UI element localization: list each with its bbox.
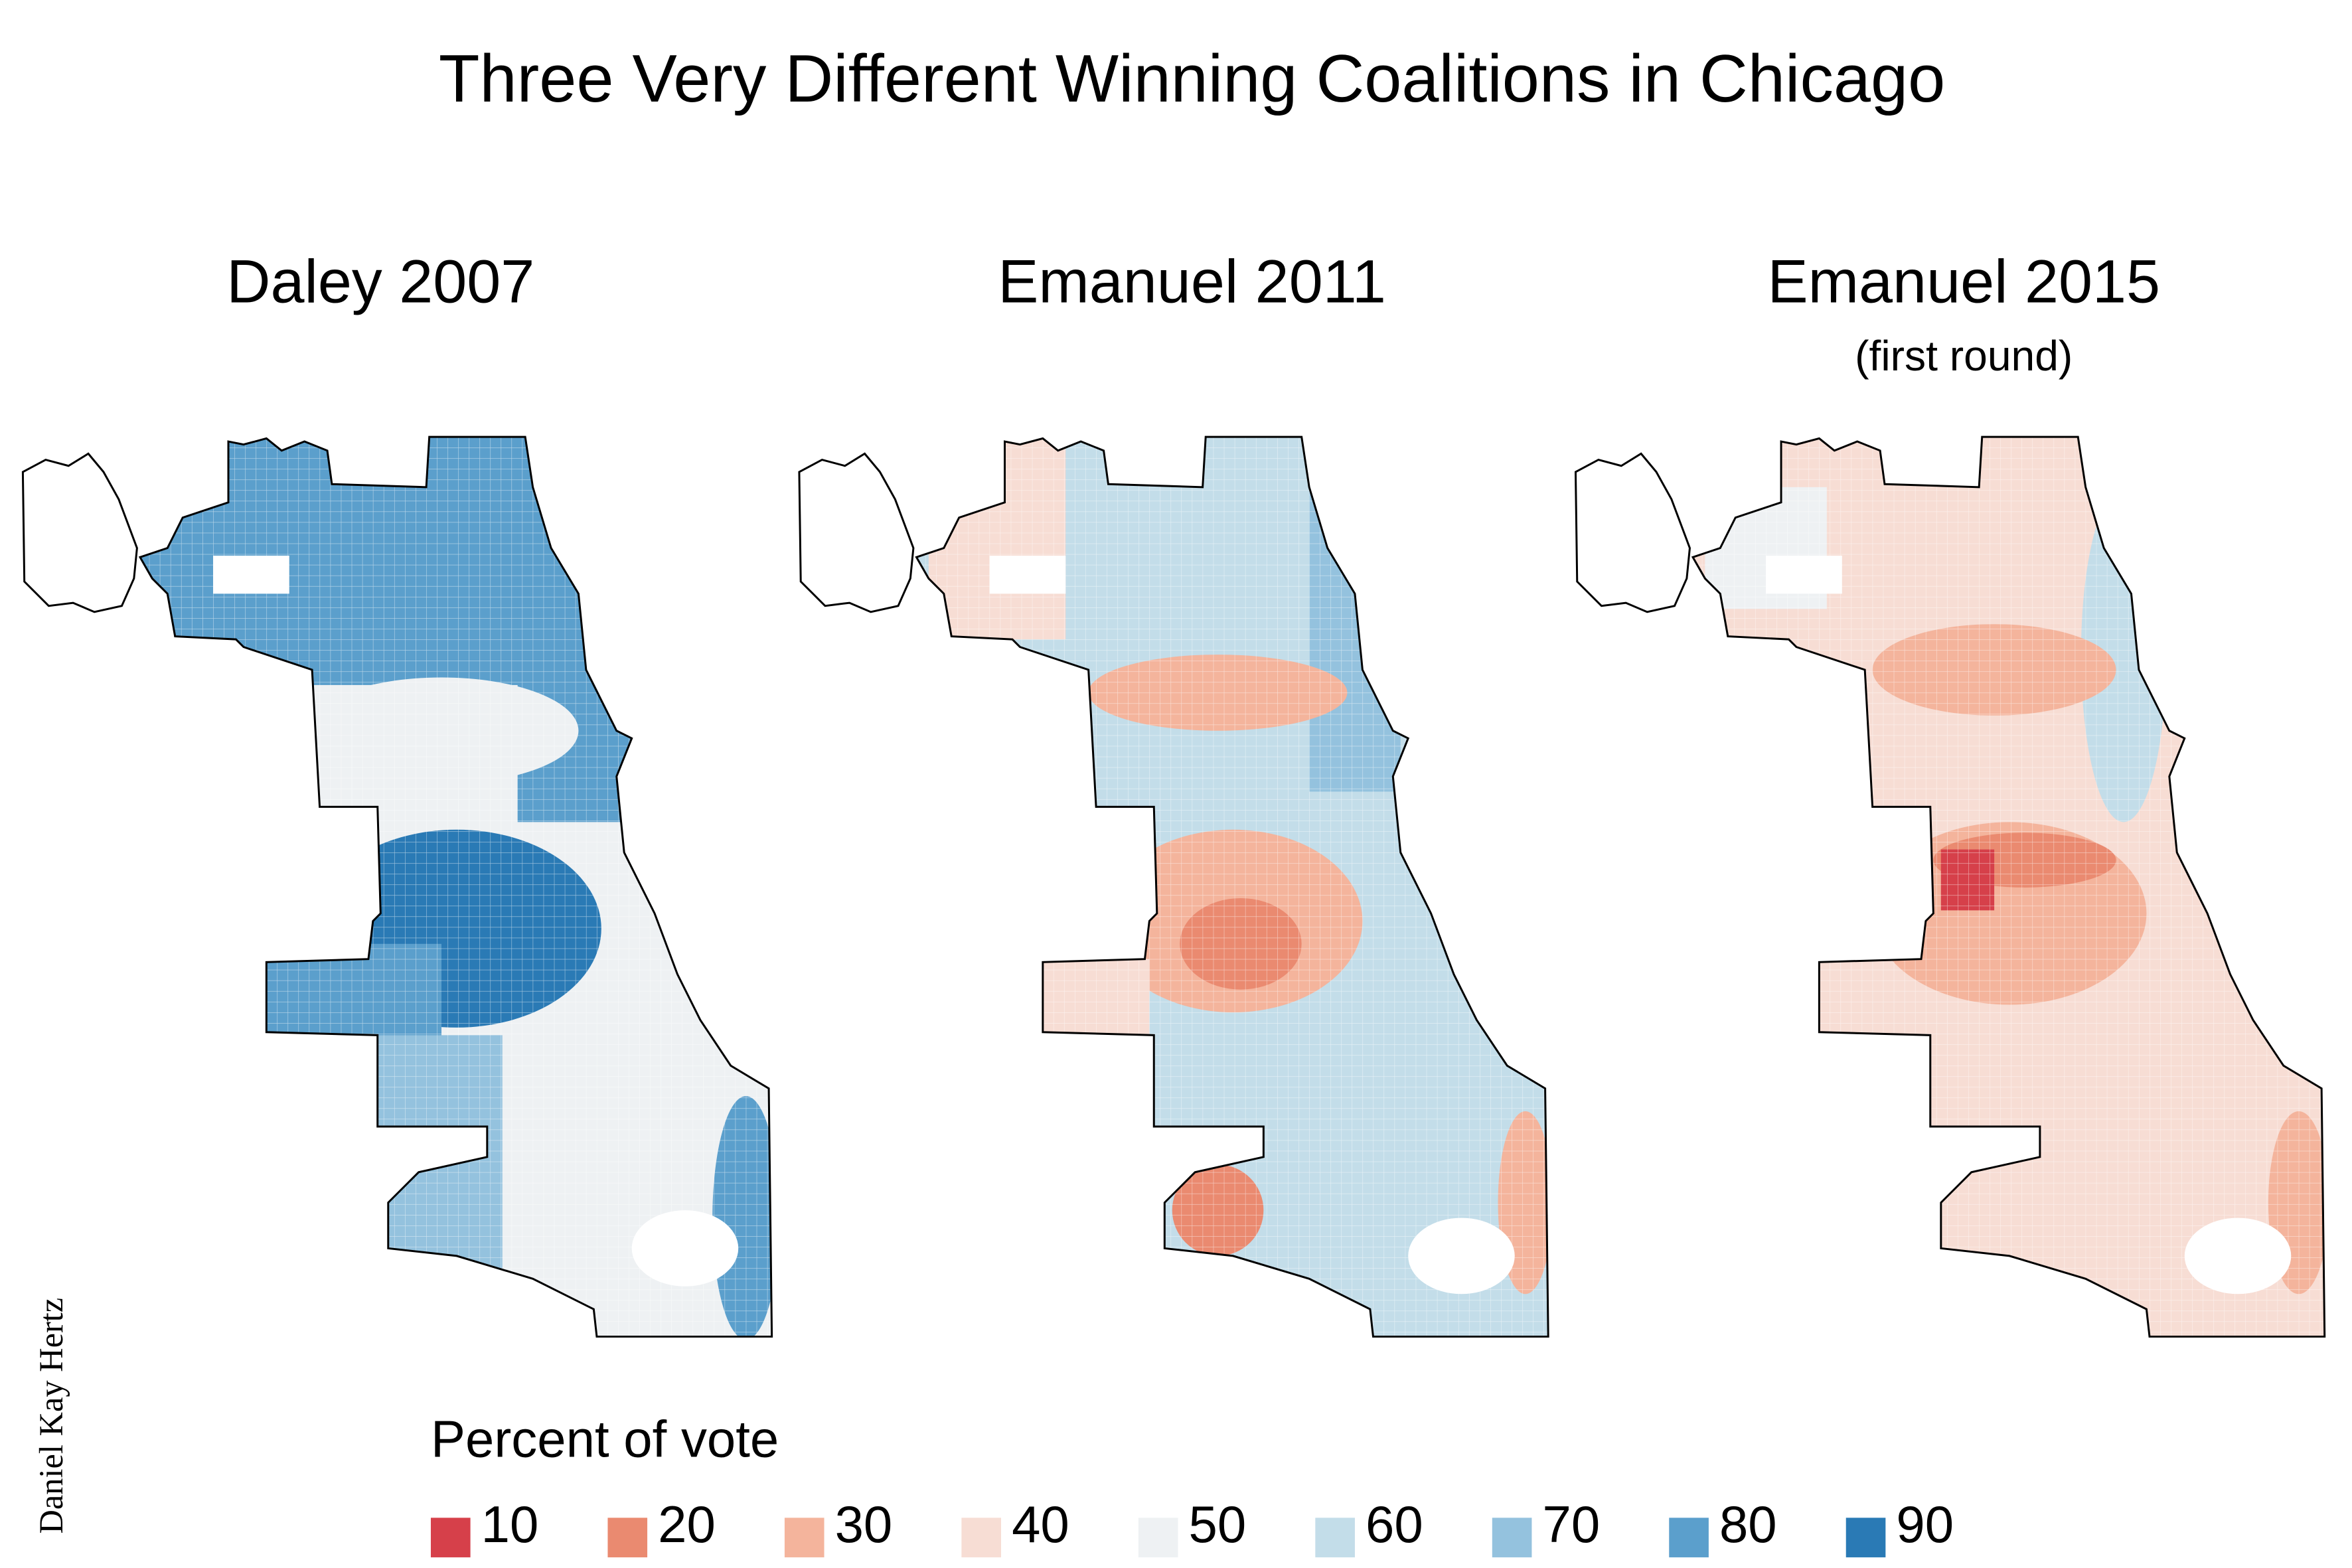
grid-texture bbox=[1693, 437, 2325, 1337]
legend-label: 40 bbox=[1012, 1495, 1069, 1553]
legend-label: 50 bbox=[1189, 1495, 1247, 1553]
map-title: Daley 2007 bbox=[226, 248, 534, 315]
legend-label: 70 bbox=[1542, 1495, 1600, 1553]
credit: Daniel Kay Hertz bbox=[33, 1298, 70, 1534]
legend: 10 20 30 40 50 60 70 80 90 bbox=[430, 1495, 1954, 1557]
legend-swatch bbox=[961, 1518, 1002, 1557]
grid-texture bbox=[916, 437, 1549, 1337]
legend-label: 10 bbox=[481, 1495, 539, 1553]
legend-swatch bbox=[607, 1518, 648, 1557]
title: Three Very Different Winning Coalitions … bbox=[439, 42, 1945, 116]
legend-swatch bbox=[1138, 1518, 1178, 1557]
legend-swatch bbox=[1492, 1518, 1532, 1557]
grid-texture bbox=[139, 437, 772, 1337]
map: Emanuel 2011 bbox=[798, 248, 1549, 1338]
map-title: Emanuel 2015 bbox=[1767, 248, 2160, 315]
map-fill bbox=[139, 437, 772, 1337]
map-fill bbox=[916, 437, 1549, 1337]
legend-swatch bbox=[1845, 1518, 1886, 1557]
legend-swatch bbox=[430, 1518, 471, 1557]
map: Daley 2007 bbox=[21, 248, 773, 1338]
legend-swatch bbox=[1315, 1518, 1355, 1557]
map-subtitle: (first round) bbox=[1855, 332, 2073, 380]
legend-title: Percent of vote bbox=[431, 1410, 779, 1468]
map-fill bbox=[1693, 437, 2325, 1337]
map: Emanuel 2015 (first round) bbox=[1574, 248, 2326, 1338]
map-title: Emanuel 2011 bbox=[998, 248, 1386, 315]
legend-label: 90 bbox=[1896, 1495, 1954, 1553]
legend-swatch bbox=[1669, 1518, 1709, 1557]
legend-label: 80 bbox=[1719, 1495, 1777, 1553]
legend-swatch bbox=[784, 1518, 824, 1557]
legend-label: 20 bbox=[658, 1495, 716, 1553]
legend-label: 30 bbox=[835, 1495, 893, 1553]
legend-label: 60 bbox=[1366, 1495, 1423, 1553]
